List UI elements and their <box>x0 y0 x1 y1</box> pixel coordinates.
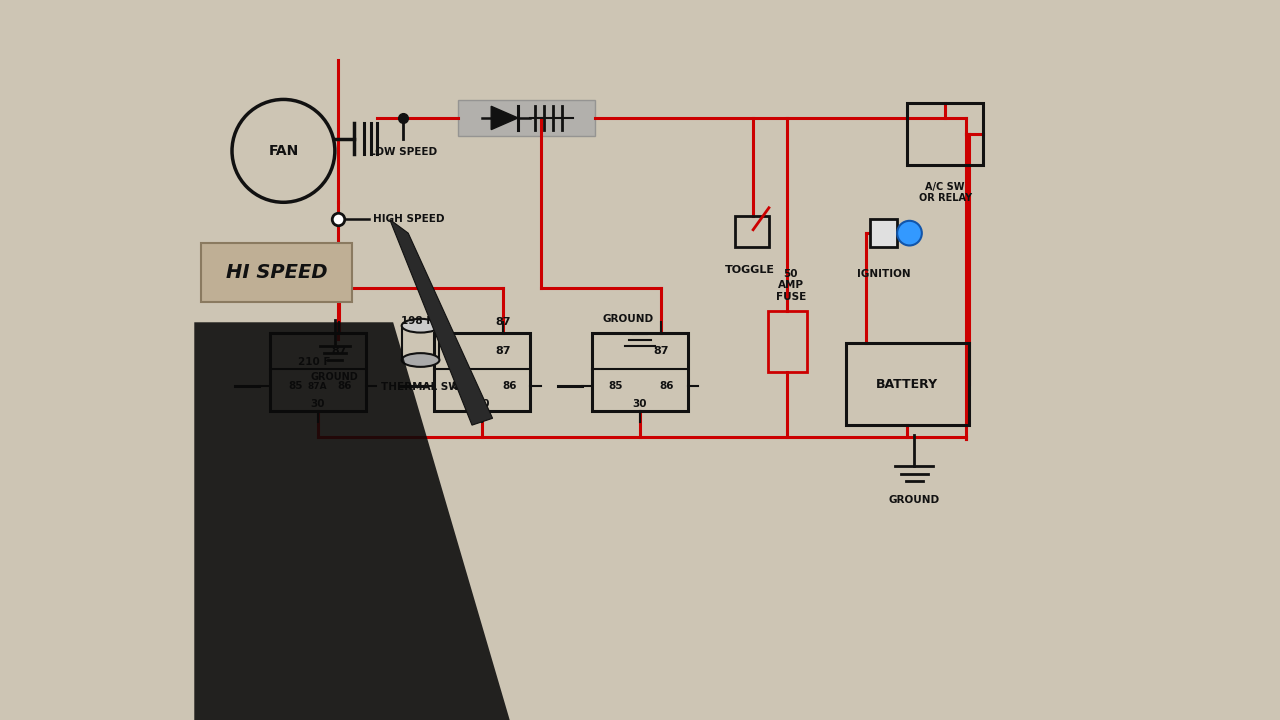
Text: 30: 30 <box>632 399 648 408</box>
Text: GROUND: GROUND <box>888 495 940 505</box>
Text: 87: 87 <box>332 346 347 356</box>
Polygon shape <box>492 107 518 130</box>
Text: THERMAL SW: THERMAL SW <box>381 382 460 392</box>
Text: 87: 87 <box>495 317 511 327</box>
Circle shape <box>897 221 922 246</box>
Text: LOW SPEED: LOW SPEED <box>370 147 438 157</box>
Text: IGNITION: IGNITION <box>856 269 910 279</box>
Text: 210 F: 210 F <box>298 357 330 367</box>
Bar <box>735 216 769 247</box>
Bar <box>869 220 897 247</box>
Text: 30: 30 <box>475 399 489 408</box>
Bar <box>434 333 530 411</box>
Bar <box>458 100 595 136</box>
Text: GROUND: GROUND <box>603 314 653 324</box>
Text: BATTERY: BATTERY <box>877 377 938 390</box>
Polygon shape <box>389 220 493 425</box>
Text: GROUND: GROUND <box>311 372 358 382</box>
Bar <box>768 311 806 372</box>
Bar <box>270 333 366 411</box>
Text: 85: 85 <box>609 381 623 391</box>
Bar <box>846 343 969 425</box>
Bar <box>908 103 983 165</box>
Text: 87: 87 <box>495 346 511 356</box>
Text: 30: 30 <box>311 399 325 408</box>
Text: 85: 85 <box>451 381 466 391</box>
Bar <box>591 333 689 411</box>
Text: 198 F: 198 F <box>401 316 434 326</box>
FancyBboxPatch shape <box>201 243 352 302</box>
Ellipse shape <box>402 319 439 333</box>
Text: HI SPEED: HI SPEED <box>225 264 328 282</box>
Text: 86: 86 <box>338 381 352 391</box>
Ellipse shape <box>402 353 439 367</box>
Text: 87A: 87A <box>308 382 328 391</box>
Polygon shape <box>195 323 509 720</box>
Text: 50
AMP
FUSE: 50 AMP FUSE <box>776 269 806 302</box>
Text: 86: 86 <box>502 381 516 391</box>
Text: 87: 87 <box>653 346 669 356</box>
Text: 85: 85 <box>288 381 303 391</box>
Text: A/C SW
OR RELAY: A/C SW OR RELAY <box>919 181 972 203</box>
Text: HIGH SPEED: HIGH SPEED <box>372 215 444 225</box>
Text: FAN: FAN <box>269 144 298 158</box>
Text: TOGGLE: TOGGLE <box>724 266 774 275</box>
Text: 86: 86 <box>659 381 675 391</box>
